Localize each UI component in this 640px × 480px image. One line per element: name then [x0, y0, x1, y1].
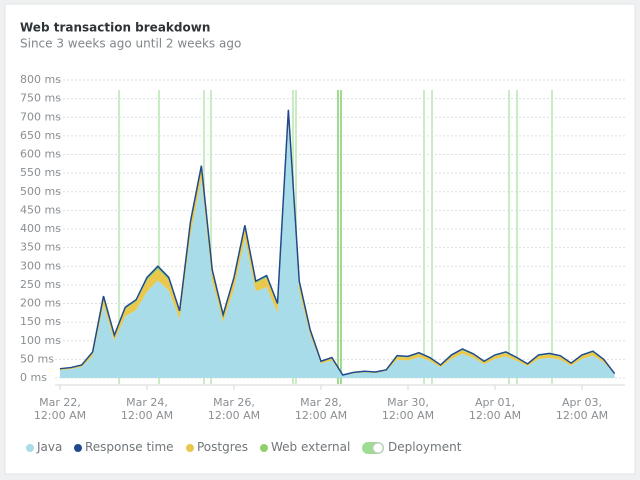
legend-label: Response time	[85, 440, 174, 454]
y-tick-label: 550 ms	[20, 166, 61, 179]
y-tick-label: 500 ms	[20, 185, 61, 198]
legend-toggle-knob	[372, 442, 384, 454]
y-tick-label: 700 ms	[20, 110, 61, 123]
chart-subtitle: Since 3 weeks ago until 2 weeks ago	[20, 37, 241, 51]
x-tick-label: Mar 30, 12:00 AM	[381, 396, 435, 422]
y-tick-label: 50 ms	[20, 352, 54, 365]
x-tick-label: Apr 03, 12:00 AM	[555, 396, 609, 422]
y-tick-label: 350 ms	[20, 241, 61, 254]
x-tick-label: Apr 01, 12:00 AM	[468, 396, 522, 422]
y-tick-label: 0 ms	[20, 371, 47, 384]
x-tick-label: Mar 22, 12:00 AM	[33, 396, 87, 422]
y-tick-label: 800 ms	[20, 73, 61, 86]
y-tick-label: 150 ms	[20, 315, 61, 328]
legend-swatch	[74, 444, 82, 452]
y-tick-label: 650 ms	[20, 129, 61, 142]
y-tick-label: 250 ms	[20, 278, 61, 291]
y-tick-label: 100 ms	[20, 334, 61, 347]
legend-label: Postgres	[197, 440, 249, 454]
y-tick-label: 300 ms	[20, 259, 61, 272]
legend-label: Java	[37, 440, 63, 454]
y-tick-label: 450 ms	[20, 203, 61, 216]
legend-swatch	[26, 444, 34, 452]
y-tick-label: 200 ms	[20, 297, 61, 310]
x-tick-label: Mar 28, 12:00 AM	[294, 396, 348, 422]
x-tick-label: Mar 24, 12:00 AM	[120, 396, 174, 422]
y-tick-label: 400 ms	[20, 222, 61, 235]
legend-swatch	[186, 444, 194, 452]
legend-swatch	[260, 444, 268, 452]
y-tick-label: 600 ms	[20, 148, 61, 161]
chart-title: Web transaction breakdown	[20, 21, 210, 35]
area	[60, 123, 615, 379]
legend-label: Web external	[271, 440, 351, 454]
legend-label: Deployment	[388, 440, 462, 454]
line	[59, 109, 616, 376]
x-tick-label: Mar 26, 12:00 AM	[207, 396, 261, 422]
card	[4, 3, 636, 475]
y-tick-label: 750 ms	[20, 92, 61, 105]
